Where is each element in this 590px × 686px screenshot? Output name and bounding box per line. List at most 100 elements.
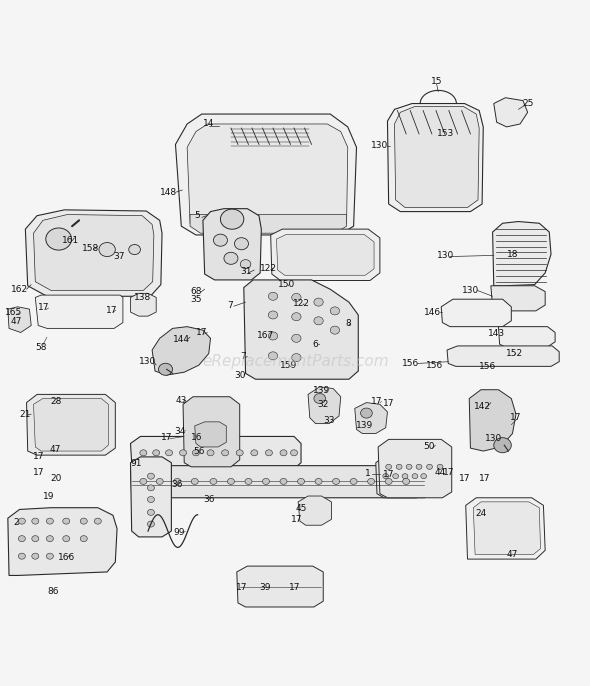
Ellipse shape	[179, 450, 186, 456]
Text: 44: 44	[434, 468, 445, 477]
Ellipse shape	[402, 478, 409, 484]
Text: 139: 139	[356, 421, 373, 430]
Ellipse shape	[427, 464, 432, 469]
Text: 158: 158	[82, 244, 99, 253]
Text: 47: 47	[507, 550, 518, 559]
Text: 47: 47	[50, 445, 61, 454]
Ellipse shape	[47, 553, 54, 559]
Text: eReplacementParts.com: eReplacementParts.com	[202, 354, 388, 369]
Ellipse shape	[99, 243, 115, 257]
Text: 17: 17	[32, 468, 44, 477]
Ellipse shape	[94, 518, 101, 524]
Ellipse shape	[333, 478, 340, 484]
Text: 17: 17	[291, 515, 302, 524]
Ellipse shape	[385, 478, 392, 484]
Text: 20: 20	[50, 474, 61, 483]
Polygon shape	[376, 454, 435, 498]
Text: 58: 58	[35, 342, 47, 352]
Ellipse shape	[159, 364, 172, 375]
Ellipse shape	[80, 536, 87, 542]
Polygon shape	[34, 399, 109, 451]
Text: 33: 33	[323, 416, 335, 425]
Text: 156: 156	[479, 362, 497, 371]
Polygon shape	[27, 394, 115, 455]
Ellipse shape	[368, 478, 375, 484]
Ellipse shape	[393, 473, 399, 479]
Polygon shape	[183, 397, 240, 466]
Text: 91: 91	[130, 460, 142, 469]
Polygon shape	[237, 566, 323, 607]
Polygon shape	[35, 295, 123, 329]
Polygon shape	[8, 508, 117, 576]
Polygon shape	[190, 215, 346, 233]
Text: 35: 35	[190, 295, 202, 305]
Text: 47: 47	[11, 318, 22, 327]
Text: 17: 17	[38, 303, 50, 312]
Text: 139: 139	[313, 386, 330, 395]
Polygon shape	[152, 327, 211, 375]
Text: 17: 17	[32, 452, 44, 461]
Ellipse shape	[314, 394, 326, 403]
Ellipse shape	[268, 332, 278, 340]
Ellipse shape	[228, 478, 234, 484]
Text: 17: 17	[371, 397, 383, 406]
Text: 144: 144	[173, 335, 190, 344]
Ellipse shape	[314, 298, 323, 306]
Polygon shape	[25, 210, 162, 296]
Ellipse shape	[406, 464, 412, 469]
Ellipse shape	[129, 244, 140, 255]
Text: 148: 148	[160, 188, 177, 197]
Polygon shape	[277, 235, 374, 275]
Ellipse shape	[148, 497, 155, 503]
Polygon shape	[308, 387, 341, 423]
Polygon shape	[203, 209, 261, 280]
Ellipse shape	[437, 464, 443, 469]
Ellipse shape	[153, 450, 160, 456]
Ellipse shape	[32, 518, 39, 524]
Ellipse shape	[383, 473, 389, 479]
Ellipse shape	[63, 518, 70, 524]
Polygon shape	[175, 114, 356, 235]
Text: 17: 17	[106, 306, 117, 315]
Ellipse shape	[291, 334, 301, 342]
Ellipse shape	[421, 473, 427, 479]
Polygon shape	[388, 104, 483, 211]
Ellipse shape	[290, 450, 297, 456]
Ellipse shape	[236, 450, 243, 456]
Text: 138: 138	[133, 293, 151, 302]
Text: 14: 14	[203, 119, 214, 128]
Polygon shape	[447, 346, 559, 366]
Ellipse shape	[280, 450, 287, 456]
Ellipse shape	[166, 450, 172, 456]
Text: 39: 39	[259, 582, 271, 591]
Text: 7: 7	[227, 300, 232, 309]
Text: 159: 159	[280, 361, 297, 370]
Ellipse shape	[224, 252, 238, 264]
Ellipse shape	[412, 473, 418, 479]
Polygon shape	[130, 436, 301, 469]
Text: 17: 17	[442, 468, 454, 477]
Text: 24: 24	[476, 509, 487, 518]
Ellipse shape	[32, 553, 39, 559]
Ellipse shape	[350, 478, 357, 484]
Text: 150: 150	[278, 280, 295, 289]
Text: 2: 2	[13, 519, 19, 528]
Polygon shape	[395, 106, 479, 207]
Text: 130: 130	[462, 286, 479, 295]
Text: 1: 1	[365, 469, 371, 478]
Text: 56: 56	[193, 447, 205, 456]
Ellipse shape	[268, 311, 278, 319]
Ellipse shape	[148, 485, 155, 491]
Text: 17: 17	[161, 433, 172, 442]
Ellipse shape	[191, 478, 198, 484]
Text: 142: 142	[474, 401, 491, 411]
Polygon shape	[466, 498, 545, 559]
Ellipse shape	[221, 209, 244, 229]
Ellipse shape	[268, 292, 278, 300]
Polygon shape	[355, 403, 388, 434]
Text: 143: 143	[488, 329, 505, 338]
Ellipse shape	[245, 478, 252, 484]
Polygon shape	[378, 439, 452, 498]
Polygon shape	[195, 422, 227, 447]
Ellipse shape	[251, 450, 258, 456]
